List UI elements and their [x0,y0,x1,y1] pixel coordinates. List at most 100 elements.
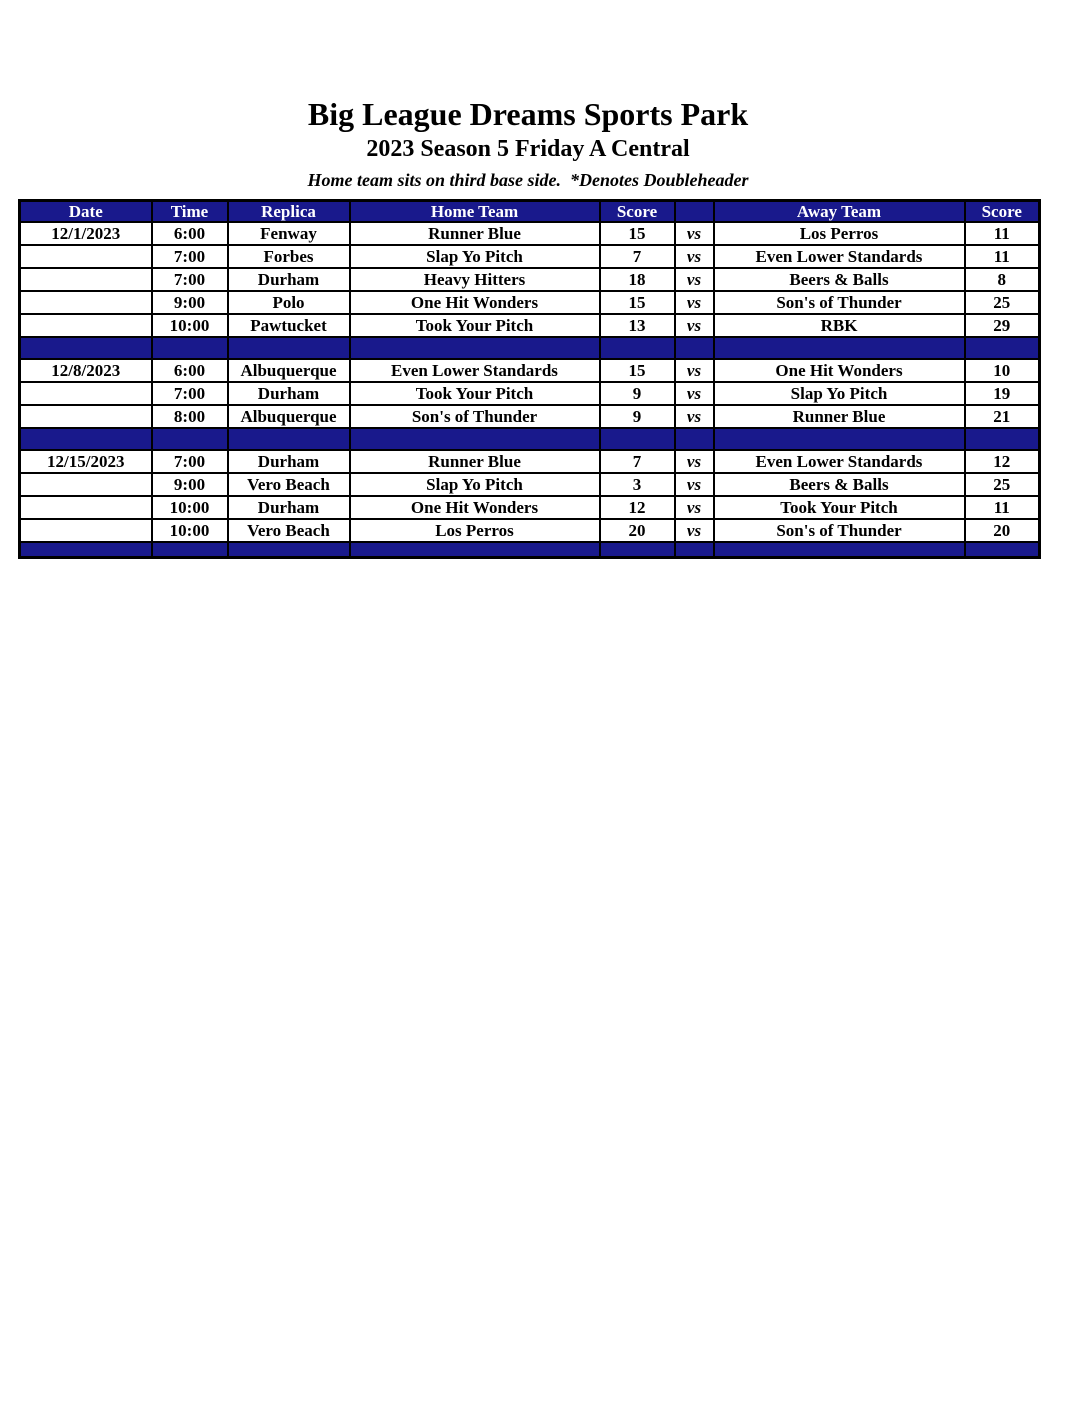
replica-cell: Durham [226,495,351,521]
away-score-cell: 11 [963,221,1041,247]
away-score-cell: 25 [963,290,1041,316]
spacer-cell [150,427,229,452]
home-team-cell: One Hit Wonders [348,495,601,521]
home-team-cell: Slap Yo Pitch [348,472,601,498]
spacer-cell [598,541,676,559]
home-team-cell: Even Lower Standards [348,358,601,384]
date-cell [18,290,153,316]
col-header-vs [673,199,715,224]
spacer-cell [348,336,601,361]
page-header: Big League Dreams Sports Park 2023 Seaso… [18,96,1038,191]
away-team-cell: Son's of Thunder [712,290,966,316]
spacer-cell [348,427,601,452]
replica-cell: Fenway [226,221,351,247]
away-score-cell: 12 [963,449,1041,475]
date-cell [18,404,153,430]
away-team-cell: One Hit Wonders [712,358,966,384]
away-team-cell: Slap Yo Pitch [712,381,966,407]
time-cell: 10:00 [150,313,229,339]
col-header-date: Date [18,199,153,224]
home-score-cell: 7 [598,449,676,475]
vs-cell: vs [673,290,715,316]
spacer-cell [712,336,966,361]
away-team-cell: Even Lower Standards [712,449,966,475]
away-score-cell: 11 [963,244,1041,270]
vs-cell: vs [673,449,715,475]
away-score-cell: 21 [963,404,1041,430]
time-cell: 8:00 [150,404,229,430]
vs-cell: vs [673,381,715,407]
spacer-cell [226,541,351,559]
replica-cell: Albuquerque [226,404,351,430]
spacer-cell [712,427,966,452]
time-cell: 9:00 [150,290,229,316]
game-row: 8:00 Albuquerque Son's of Thunder 9 vs Runner… [18,404,1041,430]
spacer-cell [150,541,229,559]
replica-cell: Pawtucket [226,313,351,339]
col-header-home-score: Score [598,199,676,224]
date-cell [18,518,153,544]
spacer-cell [598,336,676,361]
time-cell: 10:00 [150,518,229,544]
home-team-cell: Heavy Hitters [348,267,601,293]
vs-cell: vs [673,221,715,247]
replica-cell: Forbes [226,244,351,270]
date-cell: 12/1/2023 [18,221,153,247]
date-cell: 12/15/2023 [18,449,153,475]
time-cell: 6:00 [150,221,229,247]
date-cell [18,495,153,521]
game-row: 9:00 Vero Beach Slap Yo Pitch 3 vs Beers & Ba… [18,472,1041,498]
spacer-cell [963,541,1041,559]
away-score-cell: 25 [963,472,1041,498]
home-team-cell: Took Your Pitch [348,381,601,407]
away-score-cell: 29 [963,313,1041,339]
game-row: 10:00 Pawtucket Took Your Pitch 13 vs RBK 29 [18,313,1041,339]
game-row: 7:00 Durham Took Your Pitch 9 vs Slap Yo Pitc… [18,381,1041,407]
home-score-cell: 9 [598,381,676,407]
game-row: 7:00 Durham Heavy Hitters 18 vs Beers & Balls… [18,267,1041,293]
away-score-cell: 11 [963,495,1041,521]
date-cell [18,381,153,407]
replica-cell: Vero Beach [226,472,351,498]
game-row: 10:00 Durham One Hit Wonders 12 vs Took Your … [18,495,1041,521]
replica-cell: Polo [226,290,351,316]
time-cell: 7:00 [150,381,229,407]
schedule-table-body: 12/1/2023 6:00 Fenway Runner Blue 15 vs Los Pe… [18,221,1041,559]
spacer-cell [18,336,153,361]
home-score-cell: 15 [598,290,676,316]
time-cell: 7:00 [150,267,229,293]
time-cell: 6:00 [150,358,229,384]
away-score-cell: 20 [963,518,1041,544]
col-header-replica: Replica [226,199,351,224]
spacer-cell [226,336,351,361]
home-score-cell: 7 [598,244,676,270]
date-cell [18,472,153,498]
away-score-cell: 19 [963,381,1041,407]
away-team-cell: Beers & Balls [712,472,966,498]
away-team-cell: Los Perros [712,221,966,247]
spacer-cell [673,427,715,452]
spacer-cell [712,541,966,559]
page-subtitle: 2023 Season 5 Friday A Central [366,135,690,162]
home-team-cell: Took Your Pitch [348,313,601,339]
page-title: Big League Dreams Sports Park [307,96,749,132]
home-team-cell: Slap Yo Pitch [348,244,601,270]
date-cell [18,244,153,270]
time-cell: 7:00 [150,244,229,270]
game-row: 12/8/2023 6:00 Albuquerque Even Lower Stand… [18,358,1041,384]
section-spacer-row [18,541,1041,559]
spacer-cell [150,336,229,361]
away-score-cell: 8 [963,267,1041,293]
game-row: 12/15/2023 7:00 Durham Runner Blue 7 vs Even L… [18,449,1041,475]
replica-cell: Vero Beach [226,518,351,544]
spacer-cell [598,427,676,452]
away-team-cell: Took Your Pitch [712,495,966,521]
time-cell: 10:00 [150,495,229,521]
home-team-cell: Son's of Thunder [348,404,601,430]
vs-cell: vs [673,244,715,270]
col-header-away-team: Away Team [712,199,966,224]
document-page: Big League Dreams Sports Park 2023 Seaso… [0,0,1041,560]
vs-cell: vs [673,313,715,339]
home-score-cell: 18 [598,267,676,293]
replica-cell: Durham [226,267,351,293]
